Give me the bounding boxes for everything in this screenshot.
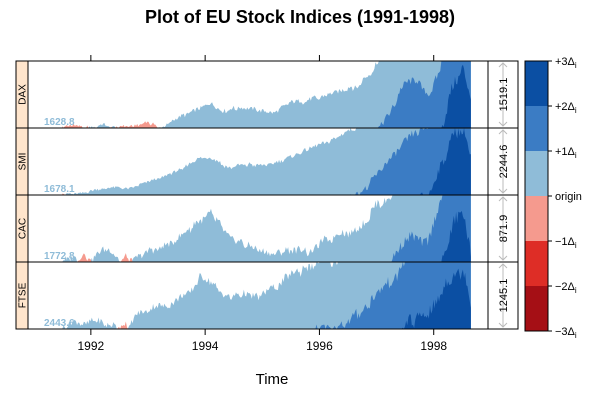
scale-arrow-top-ftse <box>498 263 508 269</box>
band-pos-2-smi <box>62 128 471 195</box>
key-swatch-plus3 <box>525 61 548 106</box>
band-pos-1-cac <box>62 195 471 262</box>
key-label-minus2: −2Δi <box>555 281 577 295</box>
series-area-ftse <box>62 262 471 329</box>
key-label-minus3: −3Δi <box>555 326 577 340</box>
panel-cac: CAC 1772.8 871.9 <box>15 194 519 263</box>
chart-title: Plot of EU Stock Indices (1991-1998) <box>145 7 455 27</box>
scale-arrow-top-cac <box>498 196 508 202</box>
key-label-subscript-plus1: i <box>575 151 577 160</box>
origin-value-dax: 1628.8 <box>44 117 75 128</box>
scale-arrow-bottom-ftse <box>498 322 508 328</box>
x-tick-label-1994: 1994 <box>192 339 219 353</box>
scale-value-ftse: 1245.1 <box>498 279 510 313</box>
key-swatch-minus1 <box>525 196 548 241</box>
panel-dax: DAX 1628.8 1519.1 <box>15 60 519 129</box>
key-label-plus2: +2Δi <box>555 101 577 115</box>
strip-label-smi: SMI <box>18 153 29 171</box>
band-pos-2-cac <box>62 195 471 262</box>
key-label-subscript-minus1: i <box>575 241 577 250</box>
scale-box-ftse <box>487 261 519 330</box>
panel-ftse: FTSE 2443.6 1245.1 <box>15 261 519 330</box>
strip-label-ftse: FTSE <box>18 282 29 308</box>
panel-smi: SMI 1678.1 2244.6 <box>15 127 519 196</box>
scale-arrow-bottom-smi <box>498 188 508 194</box>
key-label-subscript-plus2: i <box>575 106 577 115</box>
origin-value-cac: 1772.8 <box>44 251 75 262</box>
series-area-smi <box>62 128 471 195</box>
scale-arrow-top-smi <box>498 129 508 135</box>
panels-layer: DAX 1628.8 1519.1 SMI 1678.1 2244.6 CAC 1772.8 8… <box>15 60 519 330</box>
key-label-minus1: −1Δi <box>555 236 577 250</box>
x-axis-label: Time <box>256 371 289 388</box>
strip-label-cac: CAC <box>18 218 29 239</box>
x-tick-label-1998: 1998 <box>420 339 447 353</box>
scale-value-smi: 2244.6 <box>498 145 510 179</box>
key-swatch-minus2 <box>525 241 548 286</box>
key-swatch-plus1 <box>525 151 548 196</box>
key-swatch-minus3 <box>525 286 548 331</box>
key-label-subscript-minus3: i <box>575 331 577 340</box>
key-label-origin: origin <box>555 191 582 203</box>
x-tick-label-1992: 1992 <box>78 339 105 353</box>
key-label-plus3: +3Δi <box>555 56 577 70</box>
series-area-cac <box>62 195 471 262</box>
key-label-subscript-minus2: i <box>575 286 577 295</box>
band-pos-2-ftse <box>62 262 471 329</box>
series-area-dax <box>62 61 471 128</box>
color-key: +3Δi +2Δi +1Δi origin −1Δi −2Δi −3Δi <box>524 56 582 340</box>
x-axis: 1992 1994 1996 1998 <box>78 55 447 353</box>
band-pos-2-dax <box>62 61 471 128</box>
x-tick-label-1996: 1996 <box>306 339 333 353</box>
origin-value-ftse: 2443.6 <box>44 318 75 329</box>
band-pos-1-dax <box>62 61 471 128</box>
strip-label-dax: DAX <box>18 84 29 105</box>
origin-value-smi: 1678.1 <box>44 184 75 195</box>
key-label-plus1: +1Δi <box>555 146 577 160</box>
key-label-subscript-plus3: i <box>575 61 577 70</box>
scale-arrow-bottom-dax <box>498 121 508 127</box>
band-pos-3-ftse <box>62 268 471 329</box>
scale-value-dax: 1519.1 <box>498 78 510 112</box>
scale-arrow-top-dax <box>498 62 508 68</box>
band-pos-1-smi <box>62 128 471 195</box>
scale-value-cac: 871.9 <box>498 215 510 243</box>
key-swatch-plus2 <box>525 106 548 151</box>
band-neg-1-dax <box>62 121 471 128</box>
scale-arrow-bottom-cac <box>498 255 508 261</box>
